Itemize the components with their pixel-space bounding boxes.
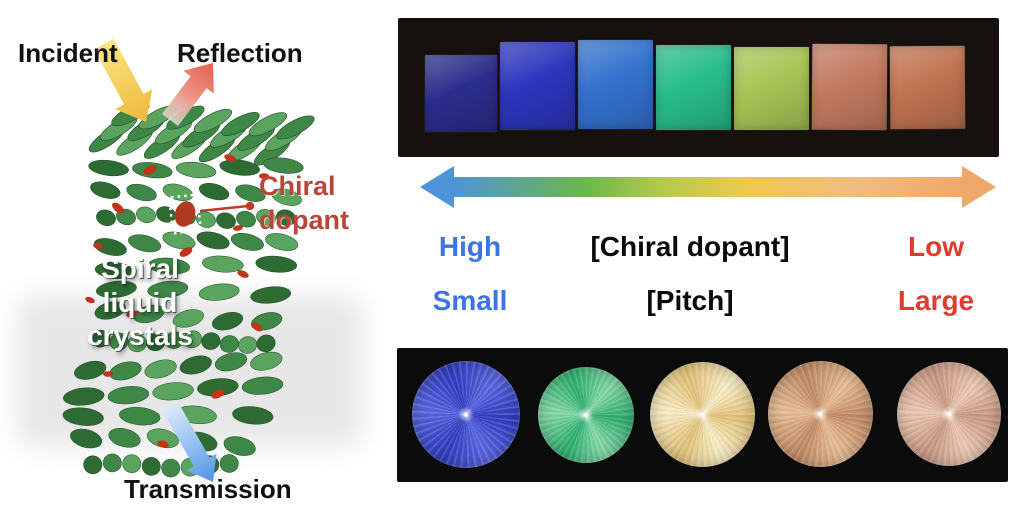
gradient-arrow-shaft <box>452 177 964 197</box>
annotation-row-pitch: Small [Pitch] Large <box>398 285 998 319</box>
film-disc-1 <box>412 361 520 468</box>
film-square-5 <box>734 47 809 130</box>
chiral-dopant-high-label: High <box>438 231 502 262</box>
transmission-arrow <box>162 401 217 482</box>
gradient-arrowhead-right-icon <box>962 166 996 208</box>
annotation-row-chiral-dopant: High [Chiral dopant] Low <box>398 231 998 265</box>
film-disc-2 <box>538 367 634 463</box>
incident-arrow <box>94 38 153 122</box>
dopant-spots <box>85 154 269 448</box>
chiral-dopant-axis-label: [Chiral dopant] <box>590 231 790 262</box>
pitch-small-label: Small <box>432 285 508 316</box>
chiral-dopant-label: Chiral dopant <box>259 171 349 235</box>
reflection-arrow <box>162 63 214 126</box>
film-discs-photo <box>397 348 1008 482</box>
film-squares-photo <box>398 18 999 157</box>
chiral-dopant-callout-dot <box>245 201 255 211</box>
gradient-arrowhead-left-icon <box>420 166 454 208</box>
incident-label: Incident <box>18 38 118 68</box>
spiral-liquid-crystals-label: Spiral liquid crystals <box>87 253 193 352</box>
film-square-7 <box>889 45 966 130</box>
film-square-2 <box>500 41 575 130</box>
film-square-6 <box>811 43 888 130</box>
film-square-1 <box>425 55 497 132</box>
film-square-3 <box>578 40 653 129</box>
reflection-label: Reflection <box>177 38 303 68</box>
chiral-dopant-callout-line <box>199 204 249 213</box>
color-gradient-arrow <box>420 166 996 208</box>
chiral-dopant-molecule <box>174 201 196 227</box>
film-disc-4 <box>768 361 873 467</box>
crystal-illustration <box>18 38 362 482</box>
pitch-axis-label: [Pitch] <box>646 285 734 316</box>
film-squares-row <box>425 18 966 157</box>
film-square-4 <box>656 45 731 130</box>
chiral-dopant-highlight-box <box>168 193 202 235</box>
chiral-dopant-low-label: Low <box>908 231 964 262</box>
film-disc-3 <box>650 362 755 467</box>
transmission-label: Transmission <box>124 474 292 504</box>
film-disc-5 <box>897 362 1001 466</box>
pitch-large-label: Large <box>897 285 975 316</box>
